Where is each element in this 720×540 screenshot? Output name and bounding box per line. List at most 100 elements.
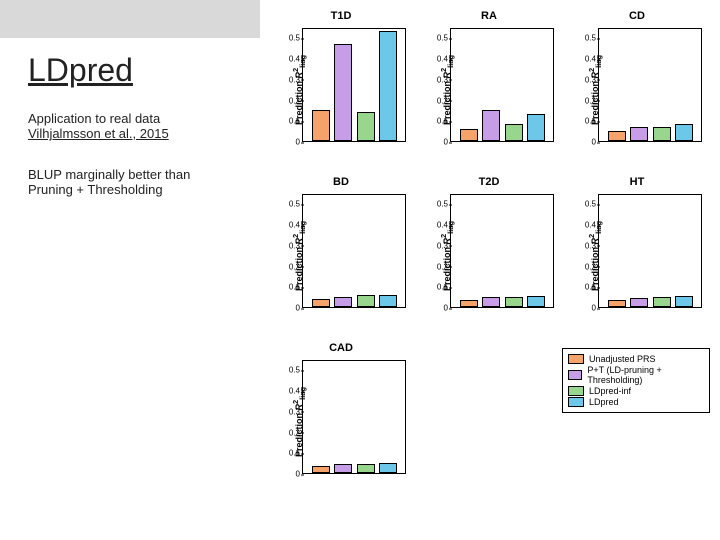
y-tick: 0.4	[578, 221, 596, 230]
legend-row: P+T (LD-pruning + Thresholding)	[568, 365, 704, 385]
panel-title: CD	[566, 10, 708, 22]
bar-group	[303, 360, 406, 473]
panel-title: T1D	[270, 10, 412, 22]
plot-area	[302, 360, 406, 474]
y-tick: 0	[578, 304, 596, 313]
y-tick: 0.5	[282, 34, 300, 43]
y-tick: 0.5	[430, 34, 448, 43]
legend-label: LDpred-inf	[589, 386, 631, 396]
chart-row: BDPrediction R2liag00.10.20.30.40.5T2DPr…	[270, 176, 710, 336]
legend-swatch	[568, 386, 584, 396]
plot-area	[598, 194, 702, 308]
bar	[675, 296, 693, 307]
chart-panel: RAPrediction R2liag00.10.20.30.40.5	[418, 10, 560, 170]
y-tick: 0.2	[430, 262, 448, 271]
y-tick: 0	[430, 304, 448, 313]
bar	[379, 295, 397, 307]
y-tick: 0.1	[282, 449, 300, 458]
legend-swatch	[568, 397, 584, 407]
chart-panel: HTPrediction R2liag00.10.20.30.40.5	[566, 176, 708, 336]
bar	[357, 464, 375, 473]
y-tick: 0.3	[430, 241, 448, 250]
y-tick: 0	[282, 304, 300, 313]
bar-group	[599, 28, 702, 141]
slide-title: LDpred	[28, 52, 258, 89]
y-tick: 0.1	[430, 283, 448, 292]
bar	[460, 300, 478, 307]
y-tick: 0.1	[578, 283, 596, 292]
bar	[379, 31, 397, 141]
legend-row: LDpred-inf	[568, 386, 704, 396]
panel-title: CAD	[270, 342, 412, 354]
y-tick: 0.2	[430, 96, 448, 105]
y-tick: 0.1	[282, 117, 300, 126]
legend-label: LDpred	[589, 397, 619, 407]
legend-label: P+T (LD-pruning + Thresholding)	[587, 365, 704, 385]
bar	[357, 112, 375, 141]
y-tick: 0.5	[578, 34, 596, 43]
bar-group	[599, 194, 702, 307]
legend-row: Unadjusted PRS	[568, 354, 704, 364]
plot-area	[450, 28, 554, 142]
chart-grid: T1DPrediction R2liag00.10.20.30.40.5RAPr…	[270, 10, 710, 508]
legend-row: LDpred	[568, 397, 704, 407]
bar	[482, 110, 500, 141]
legend-swatch	[568, 370, 582, 380]
bar	[460, 129, 478, 141]
bar	[608, 131, 626, 141]
chart-panel: CDPrediction R2liag00.10.20.30.40.5	[566, 10, 708, 170]
bar	[630, 298, 648, 307]
y-tick: 0.1	[578, 117, 596, 126]
text-line-1: Application to real data	[28, 111, 258, 126]
plot-area	[302, 28, 406, 142]
y-tick: 0.5	[282, 366, 300, 375]
bar	[334, 464, 352, 473]
y-tick: 0.4	[430, 221, 448, 230]
bar	[482, 297, 500, 307]
plot-area	[598, 28, 702, 142]
slide: LDpred Application to real data Vilhjalm…	[0, 0, 720, 540]
chart-panel: CADPrediction R2liag00.10.20.30.40.5	[270, 342, 412, 502]
chart-panel: T2DPrediction R2liag00.10.20.30.40.5	[418, 176, 560, 336]
y-tick: 0.3	[282, 241, 300, 250]
y-tick: 0.5	[430, 200, 448, 209]
y-tick: 0.3	[578, 241, 596, 250]
bar-group	[303, 194, 406, 307]
y-tick: 0	[282, 470, 300, 479]
y-tick: 0.3	[578, 75, 596, 84]
bar	[630, 127, 648, 142]
y-tick: 0.3	[282, 407, 300, 416]
bar	[505, 297, 523, 307]
bar	[527, 114, 545, 141]
bar	[334, 44, 352, 141]
y-tick: 0.2	[578, 96, 596, 105]
y-tick: 0.4	[282, 55, 300, 64]
y-tick: 0.5	[578, 200, 596, 209]
bar-group	[451, 28, 554, 141]
bar	[312, 110, 330, 141]
legend-label: Unadjusted PRS	[589, 354, 656, 364]
y-tick: 0.3	[430, 75, 448, 84]
y-tick: 0.3	[282, 75, 300, 84]
plot-area	[450, 194, 554, 308]
y-tick: 0.4	[282, 221, 300, 230]
legend: Unadjusted PRSP+T (LD-pruning + Threshol…	[562, 348, 710, 413]
plot-area	[302, 194, 406, 308]
bar-group	[303, 28, 406, 141]
bar	[357, 295, 375, 307]
y-tick: 0.1	[430, 117, 448, 126]
bar	[675, 124, 693, 141]
y-tick: 0.1	[282, 283, 300, 292]
y-tick: 0.4	[430, 55, 448, 64]
y-tick: 0.2	[282, 428, 300, 437]
bar	[379, 463, 397, 473]
bar	[653, 127, 671, 142]
bar	[312, 466, 330, 473]
y-tick: 0	[578, 138, 596, 147]
panel-title: BD	[270, 176, 412, 188]
panel-title: HT	[566, 176, 708, 188]
bar	[505, 124, 523, 141]
bar	[608, 300, 626, 307]
y-tick: 0.2	[578, 262, 596, 271]
y-tick: 0	[282, 138, 300, 147]
